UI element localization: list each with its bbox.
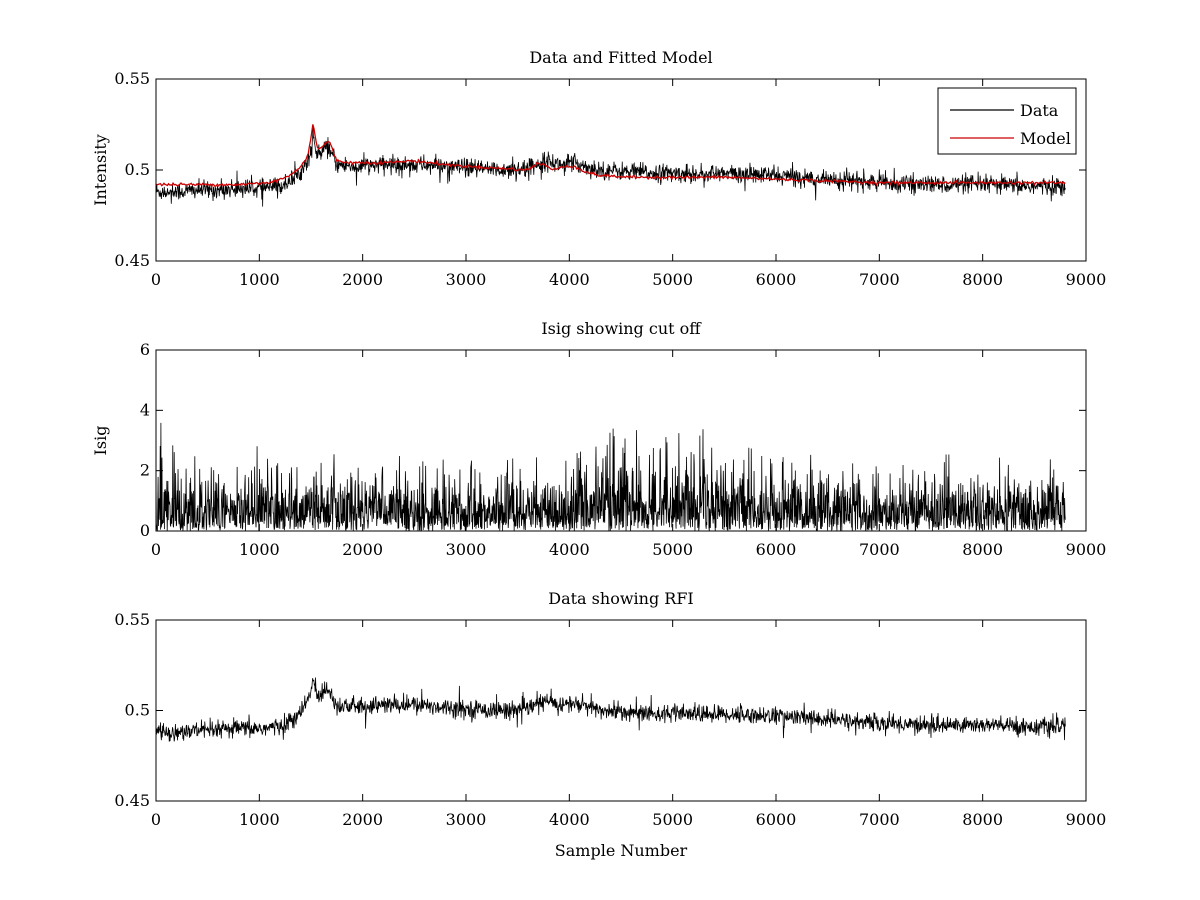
- x-tick-label: 2000: [342, 540, 383, 559]
- x-tick-label: 7000: [859, 270, 900, 289]
- x-tick-label: 0: [151, 540, 161, 559]
- legend-box: [937, 87, 1077, 155]
- x-tick-label: 8000: [962, 810, 1003, 829]
- series-line-isig: [156, 422, 1066, 531]
- chart-panel-1: 0 1000 2000 3000 4000 5000 6000 7000 8000 9000 0.4…: [91, 48, 1106, 289]
- x-tick-label: 8000: [962, 270, 1003, 289]
- y-tick-label: 6: [140, 340, 150, 359]
- x-axis-label: Sample Number: [555, 841, 688, 860]
- x-tick-label: 3000: [446, 270, 487, 289]
- x-tick-label: 9000: [1066, 270, 1107, 289]
- y-axis-label: Isig: [91, 426, 110, 456]
- y-tick-label: 0.45: [114, 791, 150, 810]
- chart-title: Data and Fitted Model: [529, 48, 712, 67]
- x-tick-label: 3000: [446, 540, 487, 559]
- series-group: [156, 422, 1066, 531]
- legend-label-model: Model: [1020, 129, 1071, 148]
- axes-frame: [155, 349, 1087, 532]
- chart-title: Isig showing cut off: [541, 319, 702, 338]
- x-tick-label: 0: [151, 270, 161, 289]
- x-tick-label: 4000: [549, 270, 590, 289]
- x-tick-label: 5000: [652, 810, 693, 829]
- y-tick-label: 0.5: [125, 160, 150, 179]
- y-tick-label: 0: [140, 521, 150, 540]
- x-tick-label: 1000: [239, 540, 280, 559]
- legend: Data Model: [937, 87, 1077, 155]
- y-tick-label: 0.5: [125, 701, 150, 720]
- x-tick-label: 7000: [859, 810, 900, 829]
- y-tick-label: 2: [140, 461, 150, 480]
- x-tick-label: 8000: [962, 540, 1003, 559]
- y-tick-label: 0.55: [114, 610, 150, 629]
- series-line-data: [156, 128, 1066, 207]
- x-tick-label: 2000: [342, 810, 383, 829]
- series-line-data: [156, 677, 1066, 742]
- x-tick-label: 2000: [342, 270, 383, 289]
- x-tick-label: 5000: [652, 540, 693, 559]
- y-axis-label: Intensity: [91, 134, 110, 206]
- x-tick-label: 1000: [239, 810, 280, 829]
- x-tick-label: 7000: [859, 540, 900, 559]
- y-tick-label: 0.45: [114, 251, 150, 270]
- x-tick-label: 3000: [446, 810, 487, 829]
- x-tick-label: 9000: [1066, 810, 1107, 829]
- x-tick-label: 4000: [549, 540, 590, 559]
- x-tick-label: 1000: [239, 270, 280, 289]
- chart-title: Data showing RFI: [548, 589, 693, 608]
- y-tick-label: 4: [140, 400, 150, 419]
- y-tick-label: 0.55: [114, 69, 150, 88]
- series-group: [156, 677, 1066, 742]
- x-tick-label: 0: [151, 810, 161, 829]
- x-tick-label: 6000: [756, 810, 797, 829]
- chart-panel-2: 0 1000 2000 3000 4000 5000 6000 7000 8000 9000 0 2 4…: [91, 319, 1106, 559]
- legend-label-data: Data: [1020, 101, 1059, 120]
- x-tick-label: 9000: [1066, 540, 1107, 559]
- series-line-model: [156, 124, 1066, 188]
- x-tick-label: 5000: [652, 270, 693, 289]
- x-tick-label: 6000: [756, 270, 797, 289]
- chart-panel-3: 0 1000 2000 3000 4000 5000 6000 7000 8000 9000 0.4…: [114, 589, 1106, 860]
- x-tick-label: 6000: [756, 540, 797, 559]
- series-group: [156, 124, 1066, 207]
- x-tick-label: 4000: [549, 810, 590, 829]
